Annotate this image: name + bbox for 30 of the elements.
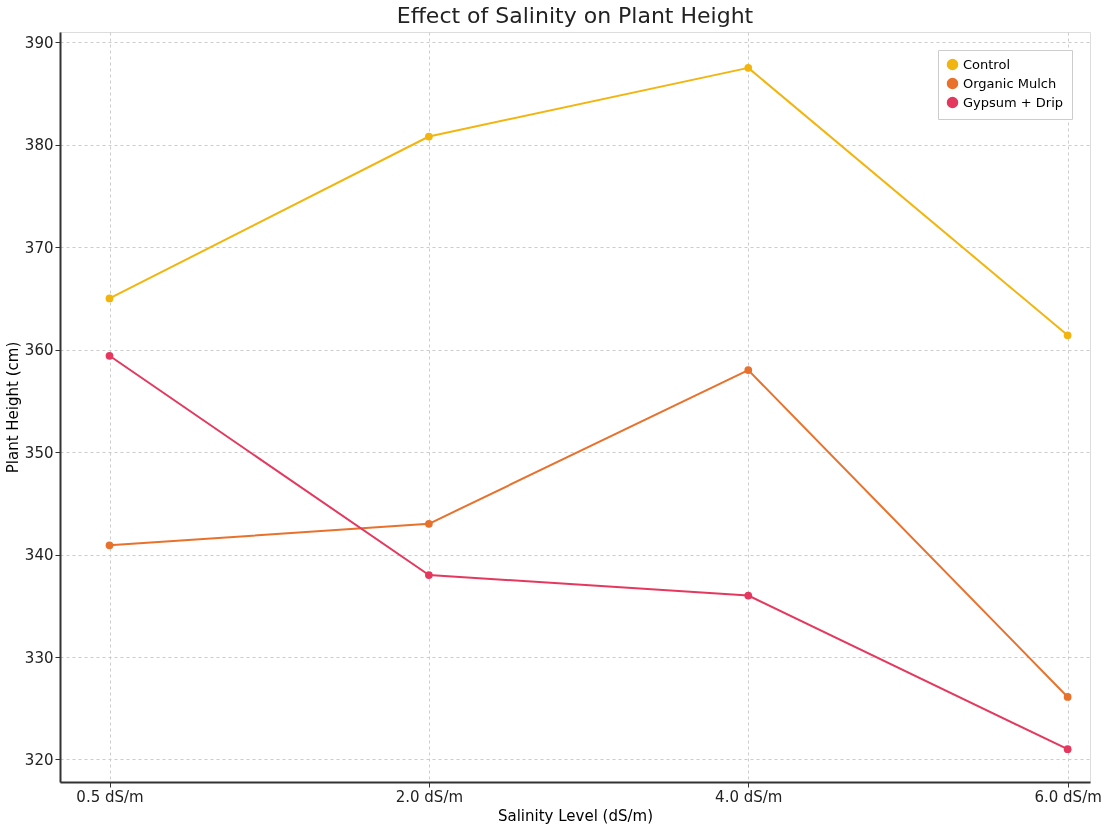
- x-tick-label: 6.0 dS/m: [1034, 787, 1102, 806]
- x-tick-label: 2.0 dS/m: [395, 787, 464, 806]
- point: [105, 541, 114, 550]
- point: [425, 571, 433, 579]
- point: [105, 351, 114, 360]
- y-tick-label: 340: [24, 546, 54, 565]
- point: [1063, 745, 1072, 754]
- y-tick-label: 370: [24, 238, 54, 257]
- point: [425, 519, 433, 528]
- y-tick-label: 320: [24, 750, 54, 769]
- point: [1063, 693, 1072, 701]
- y-axis-title: Plant Height (cm): [3, 341, 22, 474]
- point: [744, 64, 753, 72]
- point: [425, 132, 433, 141]
- x-tick-label: 0.5 dS/m: [76, 787, 144, 806]
- point: [1063, 331, 1072, 340]
- y-tick-label: 360: [24, 341, 54, 360]
- x-axis-title: Salinity Level (dS/m): [497, 806, 654, 825]
- y-tick-label: 390: [24, 33, 54, 52]
- point: [105, 294, 114, 303]
- x-tick-label: 4.0 dS/m: [715, 787, 783, 806]
- point: [744, 591, 753, 600]
- y-tick-label: 350: [24, 443, 54, 462]
- y-tick-label: 330: [24, 648, 54, 667]
- point: [744, 366, 753, 374]
- legend-label: Control: [963, 56, 1010, 72]
- legend-label: Gypsum + Drip: [963, 94, 1064, 110]
- chart-title: Effect of Salinity on Plant Height: [396, 3, 754, 28]
- legend-label: Organic Mulch: [963, 75, 1057, 91]
- y-tick-label: 380: [24, 136, 54, 155]
